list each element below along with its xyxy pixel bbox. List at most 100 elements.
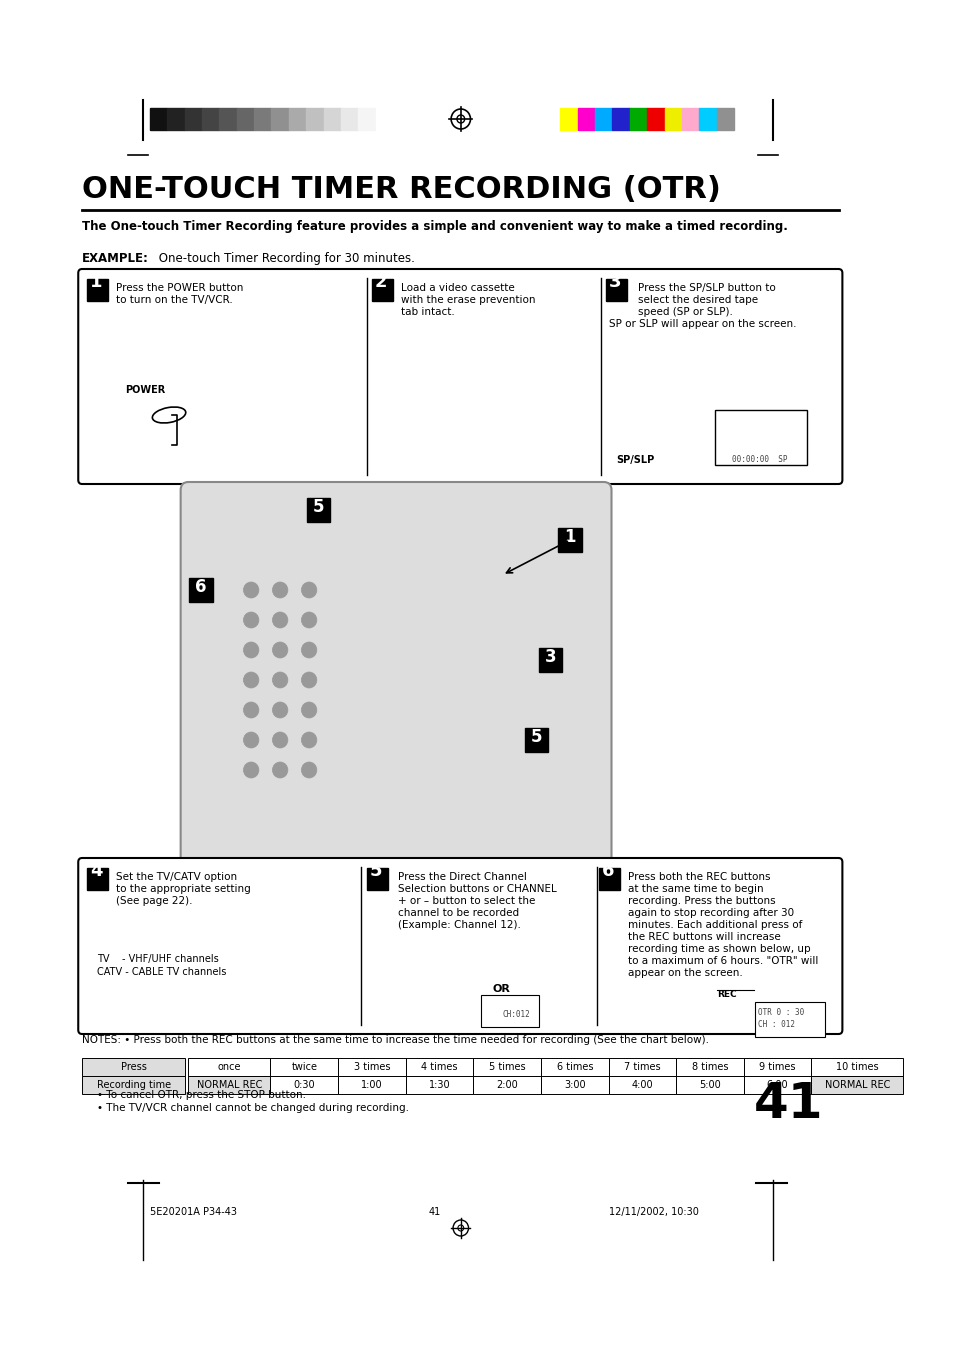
Ellipse shape	[152, 407, 186, 423]
Text: at the same time to begin: at the same time to begin	[627, 884, 762, 894]
Bar	[743, 1058, 811, 1075]
Text: 4:00: 4:00	[631, 1079, 653, 1090]
Text: SP or SLP will appear on the screen.: SP or SLP will appear on the screen.	[608, 319, 795, 330]
Text: again to stop recording after 30: again to stop recording after 30	[627, 908, 793, 917]
Text: 7 times: 7 times	[623, 1062, 660, 1071]
Bar	[598, 867, 619, 890]
Text: 12/11/2002, 10:30: 12/11/2002, 10:30	[608, 1206, 698, 1217]
Text: once: once	[217, 1062, 241, 1071]
Text: Recording time: Recording time	[96, 1079, 171, 1090]
Text: 3:00: 3:00	[563, 1079, 585, 1090]
Circle shape	[273, 762, 288, 778]
Bar	[87, 280, 108, 301]
Bar	[358, 108, 375, 130]
Bar	[340, 108, 358, 130]
Bar	[219, 108, 236, 130]
Bar	[272, 108, 289, 130]
Text: (See page 22).: (See page 22).	[116, 896, 193, 907]
Circle shape	[273, 732, 288, 748]
Text: 5:00: 5:00	[699, 1079, 720, 1090]
Bar	[716, 108, 734, 130]
Text: NORMAL REC: NORMAL REC	[823, 1079, 889, 1090]
Bar	[253, 108, 272, 130]
Circle shape	[243, 703, 258, 717]
Text: NORMAL REC: NORMAL REC	[196, 1079, 262, 1090]
Text: EXAMPLE:: EXAMPLE:	[82, 253, 149, 265]
Bar	[676, 1058, 743, 1075]
Bar	[202, 108, 219, 130]
Text: 6:00: 6:00	[766, 1079, 787, 1090]
Circle shape	[243, 642, 258, 658]
Text: 0:30: 0:30	[294, 1079, 314, 1090]
Text: NOTES: • Press both the REC buttons at the same time to increase the time needed: NOTES: • Press both the REC buttons at t…	[82, 1035, 708, 1046]
Bar	[372, 280, 393, 301]
Bar	[538, 648, 561, 671]
Bar	[559, 108, 578, 130]
Circle shape	[301, 642, 316, 658]
Bar	[271, 1058, 337, 1075]
Bar	[184, 108, 202, 130]
Text: POWER: POWER	[126, 385, 166, 394]
Bar	[540, 1075, 608, 1094]
Circle shape	[301, 612, 316, 628]
Text: Selection buttons or CHANNEL: Selection buttons or CHANNEL	[397, 884, 557, 894]
Bar	[367, 867, 388, 890]
Bar	[271, 1075, 337, 1094]
Text: tab intact.: tab intact.	[400, 307, 455, 317]
Text: 1:30: 1:30	[428, 1079, 450, 1090]
Bar	[306, 108, 323, 130]
Text: to the appropriate setting: to the appropriate setting	[116, 884, 251, 894]
Text: Press both the REC buttons: Press both the REC buttons	[627, 871, 770, 882]
Text: Press the SP/SLP button to: Press the SP/SLP button to	[637, 282, 775, 293]
Text: appear on the screen.: appear on the screen.	[627, 969, 741, 978]
Text: to a maximum of 6 hours. "OTR" will: to a maximum of 6 hours. "OTR" will	[627, 957, 818, 966]
Text: 3: 3	[544, 648, 556, 666]
Bar	[167, 108, 184, 130]
Text: OR: OR	[492, 984, 510, 994]
Text: recording time as shown below, up: recording time as shown below, up	[627, 944, 810, 954]
Text: OTR 0 : 30: OTR 0 : 30	[758, 1008, 803, 1017]
Text: 41: 41	[428, 1206, 440, 1217]
Bar	[608, 1058, 676, 1075]
Bar	[524, 728, 547, 753]
Text: One-touch Timer Recording for 30 minutes.: One-touch Timer Recording for 30 minutes…	[154, 253, 414, 265]
Bar	[337, 1058, 405, 1075]
Text: 6 times: 6 times	[556, 1062, 593, 1071]
Bar	[289, 108, 306, 130]
Bar	[82, 1058, 185, 1075]
Bar	[188, 1075, 271, 1094]
Bar	[755, 1002, 824, 1038]
Text: 00:00:00  SP: 00:00:00 SP	[731, 455, 786, 463]
Text: Press: Press	[121, 1062, 147, 1071]
Text: 5: 5	[370, 862, 382, 880]
Text: CH:012: CH:012	[502, 1011, 530, 1019]
Text: Press the POWER button: Press the POWER button	[116, 282, 243, 293]
Text: 5 times: 5 times	[488, 1062, 525, 1071]
Bar	[676, 1075, 743, 1094]
FancyBboxPatch shape	[180, 482, 611, 867]
Circle shape	[301, 732, 316, 748]
Bar	[337, 1075, 405, 1094]
Bar	[189, 578, 213, 603]
Bar	[87, 867, 108, 890]
Bar	[578, 108, 595, 130]
Text: SP/SLP: SP/SLP	[616, 455, 654, 465]
Bar	[646, 108, 664, 130]
Bar	[473, 1075, 540, 1094]
Text: 6: 6	[601, 862, 614, 880]
Bar	[811, 1058, 902, 1075]
Circle shape	[273, 582, 288, 598]
Bar	[473, 1058, 540, 1075]
Bar	[608, 1075, 676, 1094]
Circle shape	[301, 582, 316, 598]
Text: 1:00: 1:00	[361, 1079, 382, 1090]
Bar	[150, 108, 167, 130]
Bar	[595, 108, 612, 130]
FancyBboxPatch shape	[78, 269, 841, 484]
Text: (Example: Channel 12).: (Example: Channel 12).	[397, 920, 520, 929]
Text: CH : 012: CH : 012	[758, 1020, 795, 1029]
Bar	[323, 108, 340, 130]
Text: TV    - VHF/UHF channels: TV - VHF/UHF channels	[96, 954, 218, 965]
Text: 41: 41	[753, 1079, 822, 1128]
Circle shape	[243, 671, 258, 688]
